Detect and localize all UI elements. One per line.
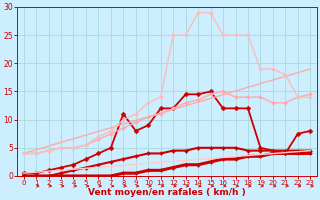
X-axis label: Vent moyen/en rafales ( km/h ): Vent moyen/en rafales ( km/h ) (88, 188, 246, 197)
